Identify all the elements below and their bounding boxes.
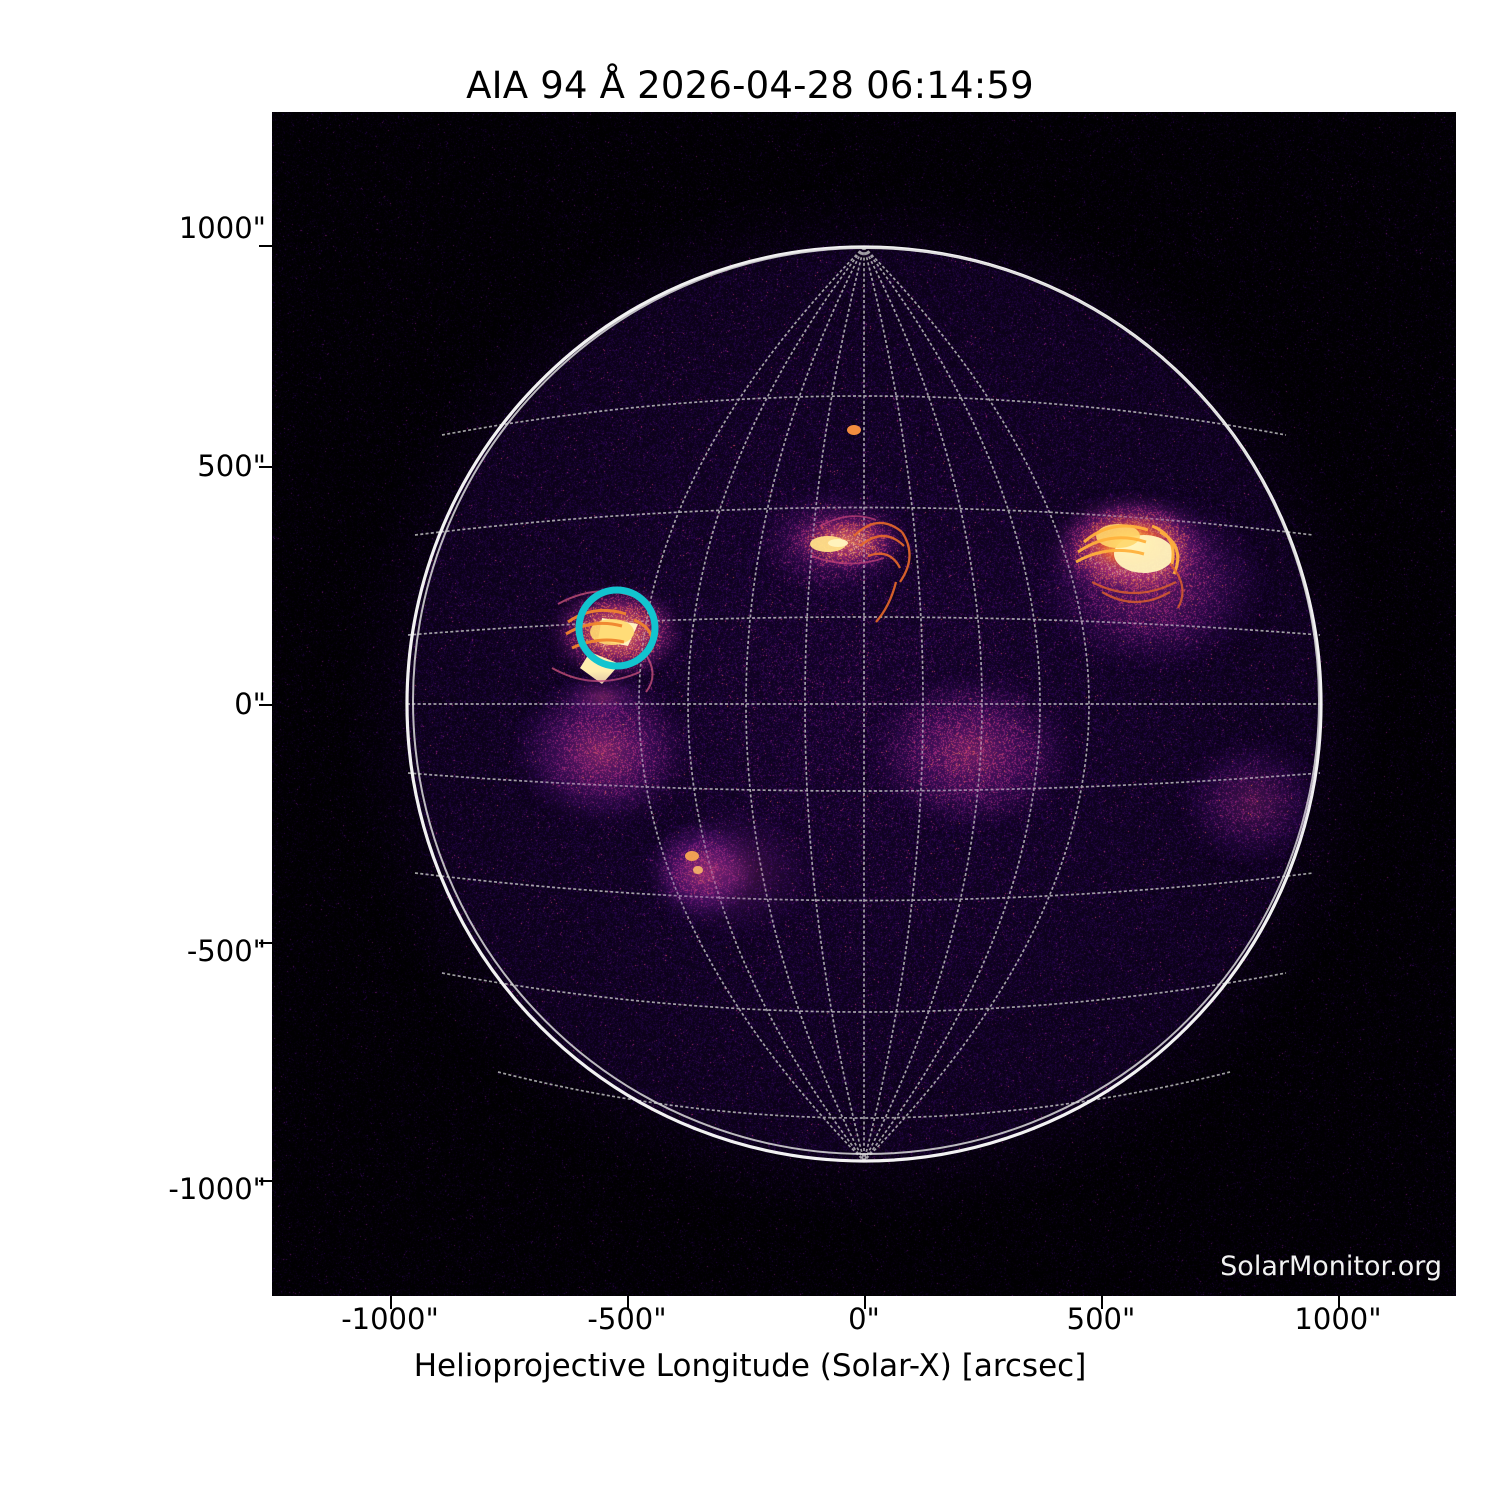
faint-point-north: [847, 425, 861, 435]
y-tick-label: 1000": [178, 211, 266, 245]
y-tickmark: [259, 704, 272, 706]
x-tickmark: [864, 1296, 866, 1309]
x-tick-label: 1000": [1294, 1302, 1382, 1336]
x-tick-label: 500": [1066, 1302, 1136, 1336]
y-tick-label: 500": [197, 449, 266, 483]
solar-overlay: [405, 245, 1323, 1163]
x-tick-label: 0": [848, 1302, 880, 1336]
x-tick-label: -500": [587, 1302, 667, 1336]
x-tickmark: [1338, 1296, 1340, 1309]
y-tick-label: -500": [186, 934, 266, 968]
y-tick-label: -1000": [168, 1172, 266, 1206]
solar-disk-image[interactable]: SolarMonitor.org: [272, 112, 1456, 1296]
y-tickmark: [259, 1180, 272, 1182]
x-tick-label: -1000": [341, 1302, 439, 1336]
y-tickmark: [259, 466, 272, 468]
active-region-center: [786, 506, 911, 623]
solar-limb: [405, 245, 1323, 1163]
bright-active-region-west: [1044, 489, 1216, 609]
x-axis-label: Helioprojective Longitude (Solar-X) [arc…: [413, 1348, 1087, 1384]
watermark: SolarMonitor.org: [1220, 1251, 1442, 1282]
y-tickmark: [259, 245, 272, 247]
quiet-region-south: [644, 820, 760, 924]
x-tickmark: [390, 1296, 392, 1309]
page-title: AIA 94 Å 2026-04-28 06:14:59: [466, 64, 1034, 107]
y-tick-label: 0": [234, 687, 266, 721]
y-tickmark: [259, 942, 272, 944]
x-tickmark: [1101, 1296, 1103, 1309]
grid-outer-circle: [412, 247, 1320, 1155]
x-tickmark: [627, 1296, 629, 1309]
highlight-circle[interactable]: [575, 586, 659, 670]
